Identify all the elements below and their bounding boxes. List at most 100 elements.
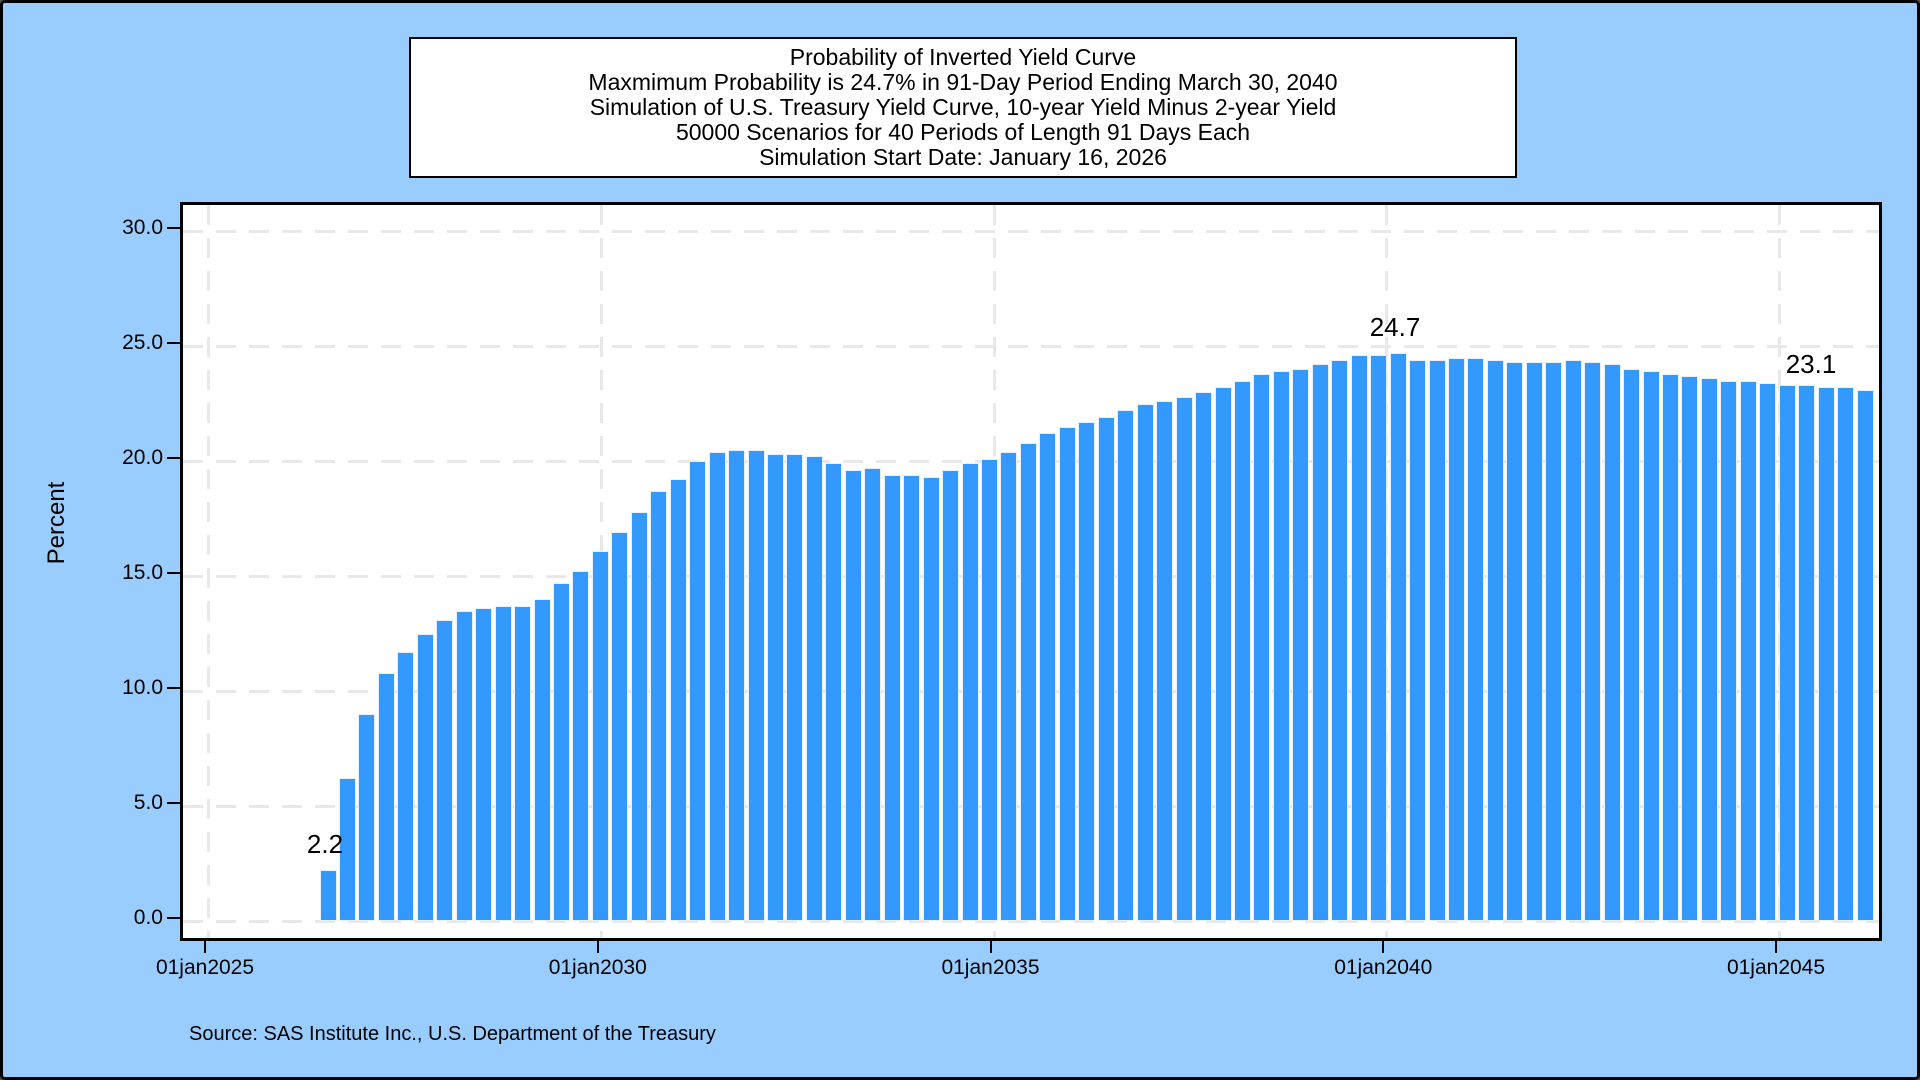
probability-bar: [1506, 362, 1524, 921]
probability-bar: [1272, 371, 1290, 921]
title-line-3: Simulation of U.S. Treasury Yield Curve,…: [589, 94, 1337, 120]
probability-bar: [883, 474, 901, 921]
probability-bar: [494, 605, 512, 921]
x-axis-tick-label: 01jan2045: [1726, 956, 1826, 979]
probability-bar: [436, 619, 454, 921]
y-axis-tick-label: 30.0: [122, 216, 163, 239]
y-axis-tick: [167, 802, 180, 804]
probability-bar: [767, 454, 784, 921]
probability-bar: [1642, 371, 1660, 921]
probability-bar: [1078, 421, 1096, 921]
probability-bar: [475, 608, 493, 921]
probability-bar: [1233, 380, 1251, 921]
bar-value-label: 2.2: [306, 829, 344, 859]
probability-bar: [1856, 389, 1874, 921]
probability-bar: [611, 532, 629, 921]
probability-bar: [1798, 385, 1816, 921]
probability-bar: [1486, 359, 1504, 921]
source-note: Source: SAS Institute Inc., U.S. Departm…: [189, 1023, 716, 1045]
probability-bar: [1311, 364, 1329, 921]
y-axis-tick: [167, 342, 180, 344]
probability-bar: [339, 778, 356, 921]
probability-bar: [1720, 380, 1738, 921]
probability-bar: [961, 463, 979, 921]
probability-bar: [747, 449, 765, 921]
probability-bar: [650, 490, 668, 921]
probability-bar: [981, 458, 998, 921]
probability-bar: [1739, 380, 1757, 921]
probability-bar: [1837, 387, 1854, 921]
probability-bar: [1136, 403, 1154, 921]
title-line-2: Maxmimum Probability is 24.7% in 91-Day …: [588, 69, 1338, 95]
y-gridline: [183, 920, 1879, 923]
y-axis-tick-label: 10.0: [122, 676, 163, 699]
probability-bar: [591, 550, 609, 921]
probability-bar: [708, 451, 726, 921]
probability-bar: [1117, 410, 1135, 921]
probability-bar: [1700, 378, 1718, 921]
probability-bar: [1564, 359, 1582, 921]
x-axis-tick-label: 01jan2035: [941, 956, 1040, 979]
probability-bar: [1409, 359, 1426, 921]
y-axis-tick-label: 5.0: [133, 791, 163, 814]
probability-bar: [397, 651, 415, 921]
probability-bar: [377, 672, 395, 921]
probability-bar: [1759, 382, 1777, 921]
probability-bar: [1058, 426, 1076, 921]
probability-bar: [1603, 364, 1621, 921]
x-axis-tick: [596, 939, 599, 953]
probability-bar: [358, 714, 376, 921]
y-gridline: [183, 345, 1879, 348]
bar-value-label: 23.1: [1785, 349, 1837, 379]
probability-bar: [1331, 359, 1349, 921]
probability-bar: [1525, 362, 1543, 921]
probability-bar: [1039, 433, 1057, 921]
y-axis-tick: [167, 457, 180, 459]
x-axis-tick-label: 01jan2025: [155, 956, 255, 979]
probability-bar: [786, 454, 804, 921]
y-axis-tick: [167, 917, 180, 919]
x-axis-tick-label: 01jan2040: [1334, 956, 1433, 979]
probability-bar: [1019, 442, 1037, 921]
title-line-4: 50000 Scenarios for 40 Periods of Length…: [675, 119, 1251, 145]
probability-bar: [1447, 357, 1465, 921]
probability-bar: [825, 463, 843, 921]
probability-bar: [1156, 401, 1174, 921]
x-gridline: [207, 205, 210, 938]
x-axis-tick: [1775, 939, 1777, 953]
x-axis-tick: [989, 939, 992, 953]
y-gridline: [183, 230, 1879, 233]
title-line-5: Simulation Start Date: January 16, 2026: [759, 144, 1167, 170]
probability-bar: [1545, 362, 1563, 921]
probability-bar: [1623, 369, 1640, 921]
probability-bar: [572, 571, 590, 921]
probability-bar: [319, 870, 337, 921]
y-axis-tick: [167, 572, 180, 574]
probability-bar: [864, 467, 882, 921]
x-axis-tick: [204, 939, 206, 953]
probability-bar: [1350, 355, 1368, 921]
probability-bar: [1817, 387, 1835, 921]
probability-bar: [630, 511, 648, 921]
y-axis-tick: [167, 227, 180, 229]
probability-bar: [1292, 369, 1310, 921]
y-axis-tick-label: 25.0: [122, 331, 163, 354]
probability-bar: [1253, 373, 1271, 921]
probability-bar: [553, 582, 570, 921]
probability-bar: [1661, 373, 1679, 921]
probability-bar: [1175, 396, 1193, 921]
probability-bar: [1097, 417, 1115, 921]
probability-bar: [455, 610, 473, 921]
probability-bar: [844, 470, 862, 921]
probability-bar: [1681, 375, 1699, 921]
y-axis-tick-label: 0.0: [133, 906, 163, 929]
probability-bar: [1195, 392, 1212, 921]
probability-bar: [1467, 357, 1485, 921]
probability-bar: [805, 456, 823, 921]
title-line-1: Probability of Inverted Yield Curve: [789, 44, 1137, 70]
probability-bar: [1389, 352, 1407, 921]
x-axis-tick: [1382, 939, 1385, 953]
probability-bar: [942, 470, 960, 921]
y-axis-tick: [167, 687, 180, 689]
